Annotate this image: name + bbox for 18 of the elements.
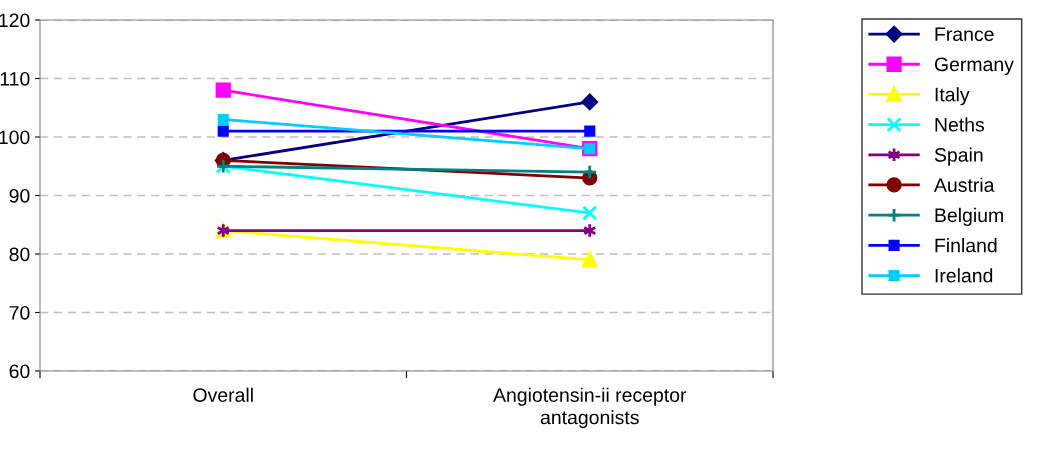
y-tick-label: 100 [0,130,30,145]
y-tick-label: 110 [0,71,30,86]
legend-label: Neths [935,117,985,132]
y-tick-label: 80 [9,247,30,262]
x-tick-label: Overall [193,387,253,402]
legend-label: France [935,27,994,42]
y-tick-label: 60 [9,364,30,379]
y-tick-label: 90 [9,188,30,203]
legend-label: Finland [935,238,997,253]
legend-label: Germany [934,57,1014,76]
legend-label: Ireland [935,268,993,283]
y-tick-label: 70 [9,305,30,320]
legend-label: Spain [934,147,983,166]
y-tick-label: 120 [0,13,30,28]
x-tick-label: Angiotensin-ii receptor antagonists [493,387,687,429]
legend-label: Belgium [935,207,1003,226]
legend-label: Italy [935,87,970,106]
legend-label: Austria [933,177,995,192]
